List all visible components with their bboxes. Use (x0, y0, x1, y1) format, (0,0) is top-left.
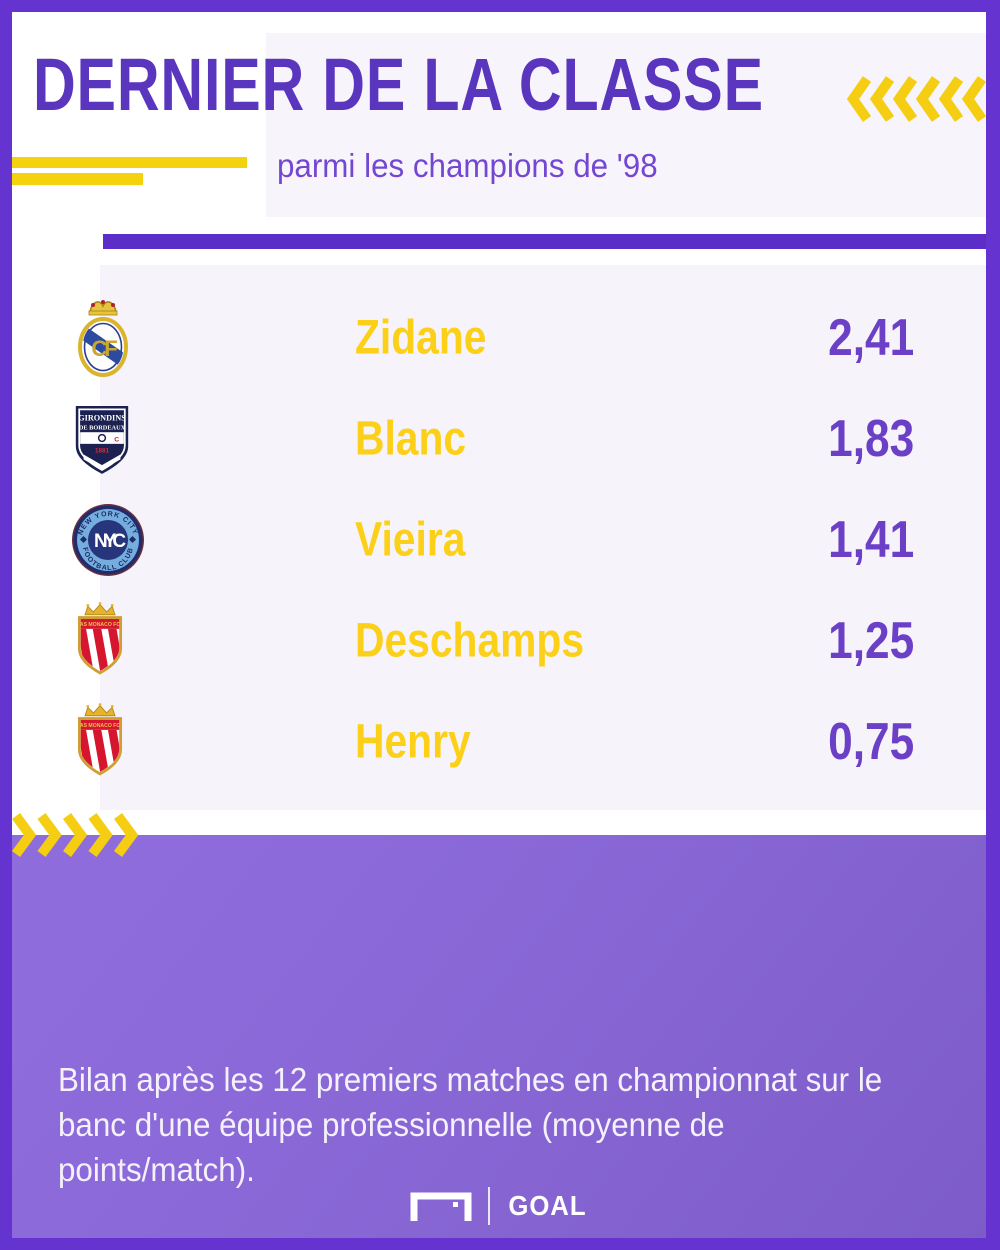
accent-bar-top (12, 157, 247, 168)
right-arrows-icon (11, 813, 142, 857)
nycfc-crest-icon: NEW YORK CITY FOOTBALL CLUB NYC (70, 502, 146, 578)
divider-bar (103, 234, 988, 249)
real-madrid-monogram: CF (91, 336, 117, 361)
stat-row: AS MONACO FC Henry 0,75 (77, 691, 988, 792)
page-title: DERNIER DE LA CLASSE (33, 43, 764, 126)
goal-logo: GOAL (12, 1187, 986, 1225)
coach-name: Deschamps (355, 614, 585, 667)
stat-row: NEW YORK CITY FOOTBALL CLUB NYC Vieira 1… (72, 489, 988, 590)
bordeaux-fc-letters: F C (70, 436, 134, 443)
bordeaux-text-line1: GIRONDINS (78, 413, 126, 422)
points-average: 1,83 (827, 409, 914, 468)
brand-name: GOAL (507, 1190, 587, 1221)
bordeaux-year: 1881 (95, 447, 110, 454)
nycfc-monogram: NYC (94, 531, 126, 552)
footer-panel: Bilan après les 12 premiers matches en c… (12, 835, 986, 1238)
page-subtitle: parmi les champions de '98 (277, 147, 658, 184)
points-average: 2,41 (827, 308, 914, 367)
stat-row: AS MONACO FC Deschamps 1,25 (77, 590, 988, 691)
coach-name: Blanc (355, 412, 467, 465)
goal-net-icon (409, 1191, 473, 1221)
monaco-band-text: AS MONACO FC (80, 622, 121, 628)
points-average: 1,25 (827, 611, 914, 670)
bordeaux-crest-icon: GIRONDINS DE BORDEAUX F C 1881 (70, 398, 134, 480)
stats-panel: CF Zidane 2,41 GIRONDINS DE BORDEAUX F C… (70, 265, 988, 810)
header-panel (266, 33, 986, 217)
coach-name: Zidane (355, 311, 487, 364)
monaco-crest-icon: AS MONACO FC (70, 601, 130, 681)
points-average: 0,75 (827, 712, 914, 771)
real-madrid-crest-icon: CF (70, 296, 136, 380)
coach-name: Henry (355, 715, 471, 768)
left-arrows-icon (846, 75, 987, 123)
footer-caption: Bilan après les 12 premiers matches en c… (58, 1061, 883, 1188)
points-average: 1,41 (827, 510, 914, 569)
brand-divider (487, 1187, 490, 1225)
monaco-crest-icon: AS MONACO FC (70, 702, 130, 782)
bordeaux-text-line2: DE BORDEAUX (79, 424, 126, 431)
monaco-band-text: AS MONACO FC (80, 723, 121, 729)
stat-row: CF Zidane 2,41 (78, 287, 988, 388)
stat-row: GIRONDINS DE BORDEAUX F C 1881 Blanc 1,8… (70, 388, 988, 489)
coach-name: Vieira (355, 513, 466, 566)
accent-bar-bottom (12, 173, 143, 185)
